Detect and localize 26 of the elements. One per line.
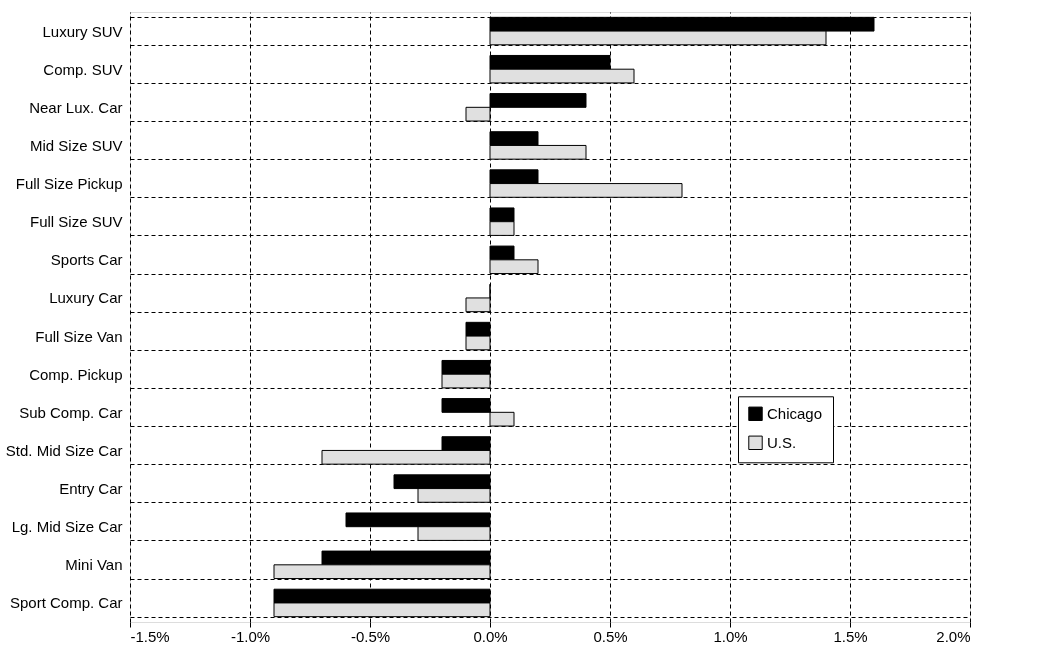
x-tick-label: 1.0% bbox=[713, 627, 748, 645]
x-tick-label: -1.0% bbox=[230, 627, 271, 645]
y-tick-label: Sports Car bbox=[50, 251, 123, 269]
y-tick-label: Lg. Mid Size Car bbox=[11, 518, 123, 536]
x-tick-label: 1.5% bbox=[833, 627, 868, 645]
legend-label: U.S. bbox=[767, 433, 797, 451]
x-tick-label: 0.0% bbox=[473, 627, 508, 645]
y-tick-label: Luxury Car bbox=[49, 289, 123, 307]
x-tick-label: 0.5% bbox=[593, 627, 628, 645]
y-tick-label: Std. Mid Size Car bbox=[5, 441, 123, 459]
y-tick-label: Full Size Pickup bbox=[15, 175, 123, 193]
y-tick-label: Full Size Van bbox=[35, 327, 123, 345]
y-tick-label: Sub Comp. Car bbox=[19, 403, 123, 421]
y-tick-label: Comp. SUV bbox=[43, 60, 123, 78]
legend-label: Chicago bbox=[767, 404, 823, 422]
y-tick-label: Comp. Pickup bbox=[29, 365, 123, 383]
y-tick-label: Mid Size SUV bbox=[29, 136, 123, 154]
x-tick-label: -0.5% bbox=[350, 627, 391, 645]
y-tick-label: Entry Car bbox=[59, 480, 123, 498]
x-tick-label: -1.5% bbox=[130, 627, 170, 645]
y-tick-label: Near Lux. Car bbox=[29, 98, 123, 116]
y-tick-label: Sport Comp. Car bbox=[9, 594, 123, 612]
y-tick-label: Luxury SUV bbox=[42, 22, 123, 40]
x-tick-label: 2.0% bbox=[936, 627, 971, 645]
y-tick-label: Full Size SUV bbox=[29, 213, 123, 231]
y-tick-label: Mini Van bbox=[65, 556, 123, 574]
